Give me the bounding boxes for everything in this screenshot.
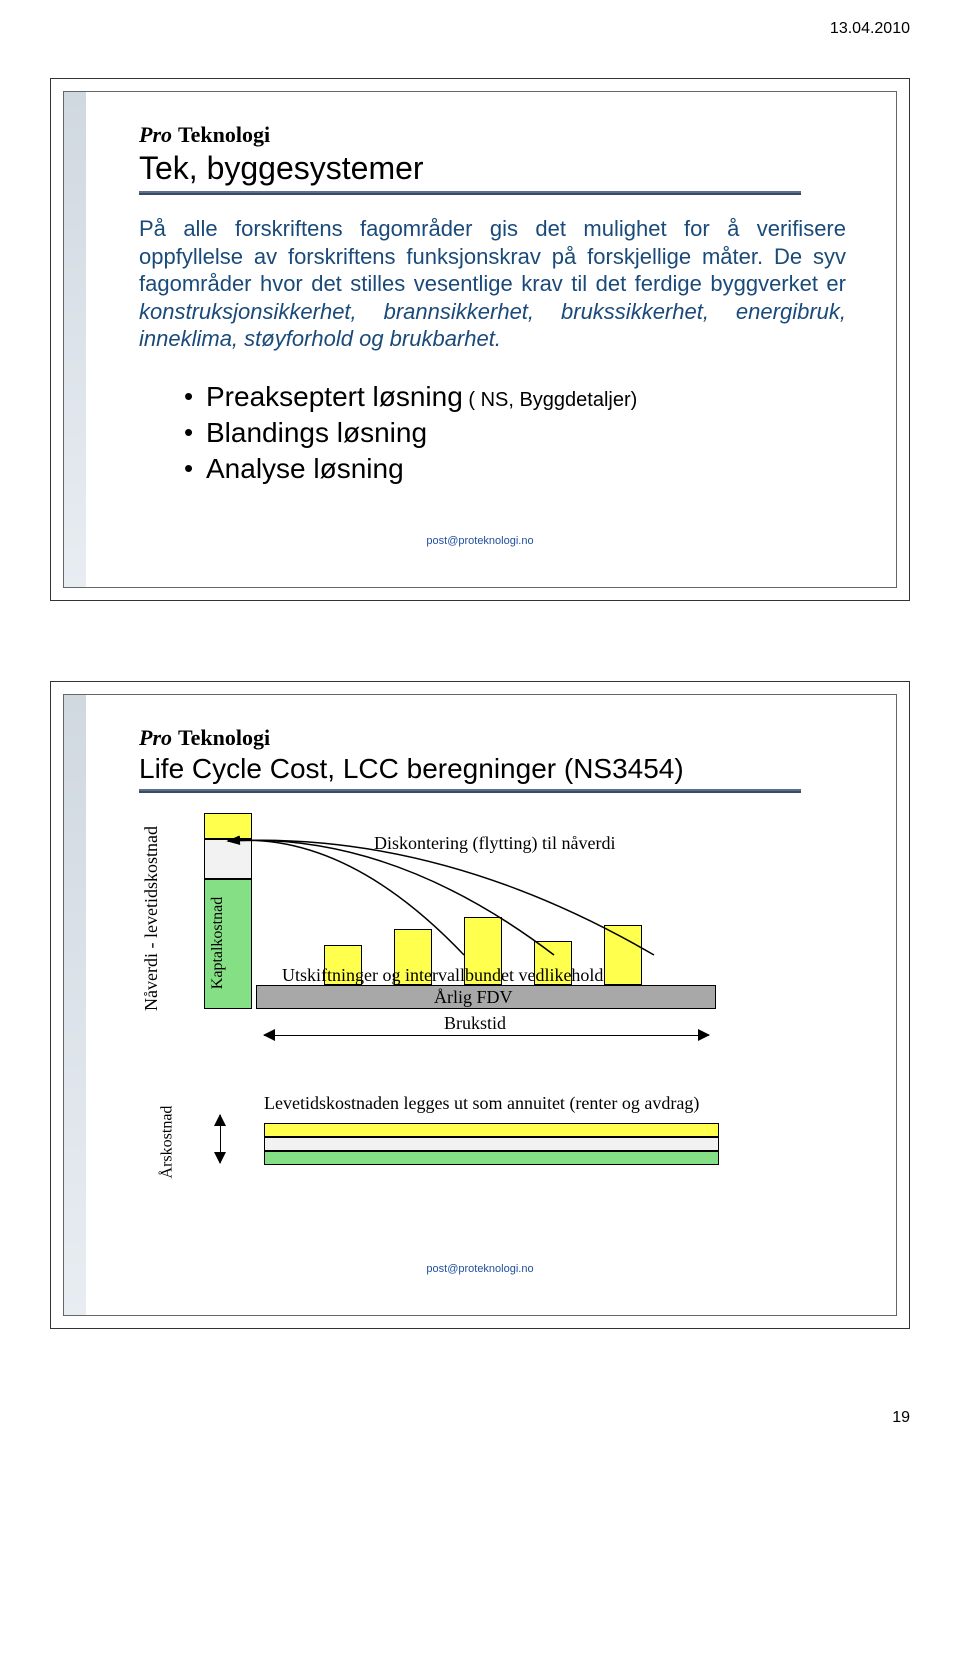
brukstid-arrow: [264, 1035, 709, 1036]
slide2-title: Life Cycle Cost, LCC beregninger (NS3454…: [139, 753, 856, 785]
label-diskontering: Diskontering (flytting) til nåverdi: [374, 833, 615, 854]
title-underline: [139, 789, 801, 793]
bullet-item: Blandings løsning: [184, 417, 856, 449]
slide-sidebar: [64, 695, 86, 1315]
logo-tek: Teknologi: [178, 122, 270, 148]
slide1-paragraph: På alle forskriftens fagområder gis det …: [139, 215, 846, 353]
arskost-arrow: [220, 1115, 221, 1163]
slide-2: Pro Teknologi Life Cycle Cost, LCC bereg…: [50, 681, 910, 1329]
slide1-bullets: Preakseptert løsning ( NS, Byggdetaljer)…: [184, 381, 856, 485]
page-date: 13.04.2010: [50, 20, 910, 38]
logo-pro: Pro: [139, 122, 172, 148]
title-underline: [139, 191, 801, 195]
logo: Pro Teknologi: [139, 725, 856, 751]
interval-bar: [604, 925, 642, 985]
label-utskift: Utskiftninger og intervallbundet vedlike…: [282, 965, 603, 986]
logo: Pro Teknologi: [139, 122, 856, 148]
email-footer: post@proteknologi.no: [104, 535, 856, 547]
bullet-item: Analyse løsning: [184, 453, 856, 485]
vlabel-arskost: Årskostnad: [158, 1105, 176, 1178]
lcc-chart: Nåverdi - levetidskostnad Kaptalkostnad Di…: [114, 813, 856, 1213]
page-number: 19: [50, 1409, 910, 1427]
slide1-title: Tek, byggesystemer: [139, 150, 856, 187]
bullet-item: Preakseptert løsning ( NS, Byggdetaljer): [184, 381, 856, 413]
navaerdi-grey: [204, 839, 252, 879]
label-brukstid: Brukstid: [444, 1013, 506, 1034]
logo-pro: Pro: [139, 725, 172, 751]
annuity-bar: [264, 1151, 719, 1165]
label-arlig: Årlig FDV: [434, 987, 513, 1008]
vlabel-navaerdi: Nåverdi - levetidskostnad: [141, 826, 162, 1011]
annuity-bar: [264, 1123, 719, 1137]
logo-tek: Teknologi: [178, 725, 270, 751]
annuity-bar: [264, 1137, 719, 1151]
navaerdi-yellow: [204, 813, 252, 839]
slide-1: Pro Teknologi Tek, byggesystemer På alle…: [50, 78, 910, 601]
vlabel-kapital: Kaptalkostnad: [209, 896, 227, 988]
slide-sidebar: [64, 92, 86, 587]
label-levetid: Levetidskostnaden legges ut som annuitet…: [264, 1093, 699, 1114]
email-footer: post@proteknologi.no: [104, 1263, 856, 1275]
